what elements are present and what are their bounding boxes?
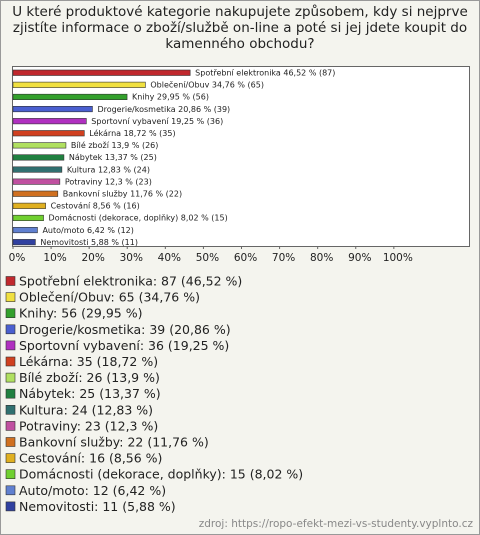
legend-label: Knihy: 56 (29,95 %)	[19, 306, 142, 321]
legend-swatch	[5, 404, 16, 415]
data-label: Nábytek 13,37 % (25)	[69, 153, 157, 162]
x-tick-label: 0%	[9, 252, 26, 264]
data-label: Cestování 8,56 % (16)	[51, 202, 140, 211]
legend-swatch	[5, 437, 16, 447]
legend-swatch	[5, 421, 16, 431]
bar	[12, 154, 65, 161]
legend-label: Potraviny: 23 (12,3 %)	[19, 418, 158, 433]
bar	[12, 166, 63, 173]
legend-swatch	[5, 453, 16, 463]
bar	[12, 214, 44, 221]
bar	[12, 81, 146, 88]
chart-title: kamenného obchodu?	[165, 36, 314, 52]
legend-label: Spotřební elektronika: 87 (46,52 %)	[19, 274, 242, 289]
data-label: Spotřební elektronika 46,52 % (87)	[195, 69, 335, 78]
data-label: Domácnosti (dekorace, doplňky) 8,02 % (1…	[49, 213, 228, 223]
bar	[12, 142, 67, 149]
legend-label: Kultura: 24 (12,83 %)	[19, 402, 153, 417]
x-tick-label: 40%	[158, 252, 181, 264]
data-label: Lékárna 18,72 % (35)	[89, 128, 175, 138]
chart-title: zjistíte informace o zboží/službě on-lin…	[13, 20, 467, 36]
legend-label: Bankovní služby: 22 (11,76 %)	[19, 435, 209, 450]
x-tick-label: 90%	[348, 252, 371, 264]
data-label: Oblečení/Obuv 34,76 % (65)	[150, 80, 264, 90]
data-label: Sportovní vybavení 19,25 % (36)	[91, 117, 223, 126]
legend-label: Nemovitosti: 11 (5,88 %)	[19, 499, 176, 514]
x-tick-label: 70%	[272, 252, 295, 264]
x-tick-label: 60%	[234, 252, 257, 264]
x-tick-label: 50%	[196, 252, 219, 264]
legend-label: Auto/moto: 12 (6,42 %)	[19, 483, 166, 498]
data-label: Potraviny 12,3 % (23)	[65, 177, 152, 186]
legend-swatch	[5, 469, 16, 480]
data-label: Knihy 29,95 % (56)	[132, 93, 209, 102]
source: zdroj: https://ropo-efekt-mezi-vs-studen…	[199, 518, 474, 530]
legend-swatch	[5, 276, 16, 286]
legend-label: Nábytek: 25 (13,37 %)	[19, 386, 161, 401]
data-label: Drogerie/kosmetika 20,86 % (39)	[97, 105, 230, 114]
data-label: Kultura 12,83 % (24)	[67, 165, 150, 174]
x-tick-label: 20%	[81, 252, 104, 264]
legend-label: Sportovní vybavení: 36 (19,25 %)	[19, 338, 229, 353]
legend-swatch	[5, 308, 16, 319]
legend-swatch	[5, 388, 16, 399]
legend-swatch	[5, 485, 16, 496]
bar	[12, 202, 46, 209]
data-label: Auto/moto 6,42 % (12)	[42, 226, 133, 235]
bar	[12, 190, 59, 197]
x-tick-label: 10%	[43, 252, 66, 264]
legend-label: Lékárna: 35 (18,72 %)	[19, 354, 158, 369]
legend-label: Oblečení/Obuv: 65 (34,76 %)	[19, 290, 200, 305]
x-tick-label: 100%	[383, 252, 413, 264]
data-label: Nemovitosti 5,88 % (11)	[40, 238, 138, 247]
legend-label: Domácnosti (dekorace, doplňky): 15 (8,02…	[19, 467, 303, 482]
legend-label: Drogerie/kosmetika: 39 (20,86 %)	[19, 322, 231, 337]
bar	[12, 239, 36, 246]
chart-title: U které produktové kategorie nakupujete …	[12, 4, 468, 20]
x-tick-label: 80%	[310, 252, 333, 264]
bar	[12, 93, 128, 100]
legend-label: Bílé zboží: 26 (13,9 %)	[19, 370, 160, 385]
legend-swatch	[5, 372, 16, 383]
data-label: Bankovní služby 11,76 % (22)	[63, 190, 182, 199]
bar	[12, 227, 38, 234]
legend-swatch	[5, 356, 16, 367]
legend-swatch	[5, 340, 16, 351]
bar	[12, 178, 61, 185]
bar	[12, 106, 93, 113]
legend-swatch	[5, 324, 16, 335]
bar	[12, 130, 85, 137]
data-label: Bílé zboží 13,9 % (26)	[71, 140, 158, 150]
bar	[12, 69, 191, 76]
x-tick-label: 30%	[120, 252, 143, 264]
legend-swatch	[5, 501, 16, 512]
bar	[12, 118, 87, 125]
legend-swatch	[5, 292, 16, 302]
legend-label: Cestování: 16 (8,56 %)	[19, 451, 162, 466]
